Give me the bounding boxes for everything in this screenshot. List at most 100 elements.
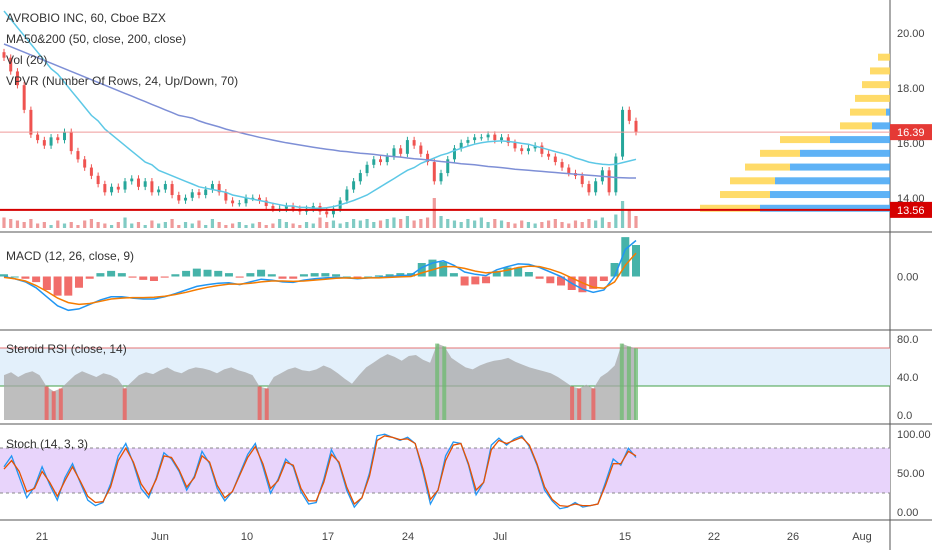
vpvr-down-bar <box>800 149 890 157</box>
ma-indicator-label[interactable]: MA50&200 (50, close, 200, close) <box>6 32 187 46</box>
candle-body <box>540 145 544 154</box>
macd-histogram-bar <box>417 263 426 277</box>
volume-bar <box>204 225 208 228</box>
time-axis-tick-label: 22 <box>708 531 720 543</box>
stoch-axis-tick-label: 0.00 <box>897 507 918 519</box>
volume-bar <box>587 219 591 228</box>
vpvr-up-bar <box>720 191 770 199</box>
macd-histogram-bar <box>171 274 180 277</box>
candle-body <box>76 151 80 160</box>
candle-body <box>190 192 194 198</box>
time-axis-tick-label: 15 <box>619 531 631 543</box>
volume-bar <box>56 220 60 228</box>
vol-indicator-label[interactable]: Vol (20) <box>6 53 48 67</box>
stoch-band <box>0 448 890 493</box>
macd-histogram-bar <box>10 276 19 278</box>
macd-histogram-bar <box>32 276 41 283</box>
macd-histogram-bar <box>74 276 83 288</box>
vpvr-down-bar <box>790 163 890 171</box>
volume-bar <box>607 222 611 228</box>
macd-line <box>3 239 637 312</box>
candle-body <box>311 206 315 209</box>
volume-bar <box>170 219 174 228</box>
rsi-oversold-bar <box>122 388 127 420</box>
stoch-title[interactable]: Stoch (14, 3, 3) <box>6 437 89 451</box>
time-axis-tick-label: 26 <box>787 531 799 543</box>
volume-bar <box>49 225 53 228</box>
rsi-overbought-bar <box>435 343 440 420</box>
volume-bar <box>466 219 470 228</box>
volume-bar <box>190 223 194 228</box>
macd-histogram-bar <box>428 259 437 277</box>
candle-body <box>432 162 436 182</box>
macd-histogram-bar <box>396 273 405 277</box>
vpvr-up-bar <box>855 94 890 102</box>
macd-histogram-bar <box>342 276 351 278</box>
macd-histogram-bar <box>42 276 51 290</box>
stoch-d-line <box>3 435 637 508</box>
candle-body <box>627 109 631 121</box>
symbol-title[interactable]: AVROBIO INC, 60, Cboe BZX <box>6 11 166 25</box>
candle-body <box>271 206 275 209</box>
signal-line <box>3 252 637 306</box>
candle-body <box>358 173 362 182</box>
candle-body <box>426 153 430 163</box>
candle-body <box>446 159 450 174</box>
macd-histogram-bar <box>128 276 137 278</box>
vpvr-up-bar <box>780 136 830 144</box>
candle-body <box>325 211 329 215</box>
candle-body <box>89 167 93 176</box>
macd-title[interactable]: MACD (12, 26, close, 9) <box>6 249 135 263</box>
volume-bar <box>22 222 26 228</box>
volume-bar <box>439 216 443 228</box>
volume-bar <box>365 219 369 228</box>
volume-bar <box>291 223 295 228</box>
volume-bar <box>69 222 73 228</box>
volume-bar <box>338 223 342 228</box>
volume-bar <box>271 223 275 228</box>
vpvr-indicator-label[interactable]: VPVR (Number Of Rows, 24, Up/Down, 70) <box>6 74 239 88</box>
candle-body <box>587 184 591 193</box>
candle-body <box>204 189 208 196</box>
rsi-oversold-bar <box>591 388 596 420</box>
volume-bar <box>620 201 625 228</box>
rsi-title[interactable]: Steroid RSI (close, 14) <box>6 342 127 356</box>
macd-histogram-bar <box>599 276 608 281</box>
candle-body <box>405 140 409 154</box>
price-axis-tick-label: 20.00 <box>897 28 925 40</box>
macd-histogram-bar <box>160 276 169 278</box>
volume-bar <box>284 222 288 228</box>
vpvr-down-bar <box>775 177 890 185</box>
vpvr-up-bar <box>700 204 760 212</box>
volume-bar <box>446 219 450 228</box>
vpvr-up-bar <box>730 177 775 185</box>
ma50-line <box>3 10 637 209</box>
candle-body <box>56 137 60 141</box>
macd-histogram-bar <box>203 269 212 277</box>
rsi-axis-tick-label: 0.0 <box>897 410 912 422</box>
stoch-axis-tick-label: 50.00 <box>897 468 925 480</box>
volume-bar <box>493 219 497 228</box>
macd-histogram-bar <box>364 276 373 278</box>
price-axis-tick-label: 16.00 <box>897 138 925 150</box>
macd-histogram-bar <box>632 245 640 277</box>
candle-body <box>69 131 73 152</box>
candle-body <box>614 156 618 193</box>
macd-histogram-bar <box>524 272 533 277</box>
candle-body <box>150 181 154 193</box>
volume-bar <box>479 217 483 228</box>
vpvr-up-bar <box>760 149 800 157</box>
candle-body <box>385 156 389 163</box>
price-axis-tick-label: 14.00 <box>897 193 925 205</box>
candle-body <box>197 192 201 196</box>
volume-bar <box>580 222 584 228</box>
vpvr-up-bar <box>745 163 790 171</box>
candle-body <box>103 184 107 193</box>
macd-histogram-bar <box>610 263 619 277</box>
time-axis-tick-label: 10 <box>241 531 253 543</box>
macd-histogram-bar <box>278 276 287 279</box>
volume-bar <box>553 219 557 228</box>
volume-bar <box>278 219 282 228</box>
volume-bar <box>419 219 423 228</box>
